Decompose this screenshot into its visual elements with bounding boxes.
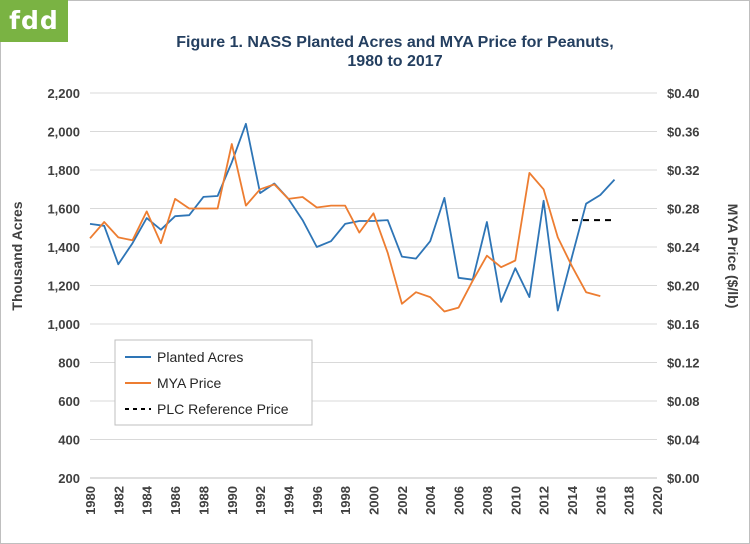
x-tick-label: 2002 bbox=[395, 486, 410, 515]
right-y-tick-label: $0.40 bbox=[667, 86, 700, 101]
x-tick-label: 1982 bbox=[111, 486, 126, 515]
x-tick-label: 1988 bbox=[196, 486, 211, 515]
right-y-tick-label: $0.16 bbox=[667, 317, 700, 332]
x-tick-label: 2020 bbox=[650, 486, 665, 515]
x-tick-label: 1996 bbox=[310, 486, 325, 515]
chart-title-line2: 1980 to 2017 bbox=[347, 53, 443, 70]
x-tick-label: 2012 bbox=[537, 486, 552, 515]
right-y-axis-label: MYA Price ($/lb) bbox=[725, 204, 741, 309]
legend-label: MYA Price bbox=[157, 375, 222, 391]
series-line-planted-acres bbox=[89, 122, 616, 312]
x-tick-label: 2004 bbox=[423, 485, 438, 515]
x-tick-label: 2016 bbox=[593, 486, 608, 515]
right-y-tick-label: $0.08 bbox=[667, 394, 700, 409]
right-y-tick-label: $0.36 bbox=[667, 125, 700, 140]
left-y-tick-label: 600 bbox=[58, 394, 80, 409]
right-y-tick-label: $0.04 bbox=[667, 433, 700, 448]
legend: Planted Acres MYA Price PLC Reference Pric… bbox=[114, 339, 313, 426]
x-tick-label: 1998 bbox=[338, 486, 353, 515]
chart-title-line1: Figure 1. NASS Planted Acres and MYA Pri… bbox=[176, 34, 614, 51]
right-y-tick-label: $0.00 bbox=[667, 471, 700, 486]
left-y-tick-label: 1,400 bbox=[47, 240, 80, 255]
left-y-tick-label: 1,000 bbox=[47, 317, 80, 332]
left-y-tick-label: 2,000 bbox=[47, 125, 80, 140]
x-tick-label: 2006 bbox=[452, 486, 467, 515]
left-y-tick-label: 1,600 bbox=[47, 202, 80, 217]
x-tick-label: 2018 bbox=[622, 486, 637, 515]
right-y-tick-label: $0.32 bbox=[667, 163, 700, 178]
x-tick-label: 1986 bbox=[168, 486, 183, 515]
x-tick-label: 2010 bbox=[508, 486, 523, 515]
right-y-tick-label: $0.28 bbox=[667, 202, 700, 217]
fdd-logo: fdd bbox=[0, 0, 68, 42]
right-y-tick-labels: $0.00 $0.04 $0.08 $0.12 $0.16 $0.20 $0.24 $0.28… bbox=[667, 86, 700, 486]
left-y-tick-label: 2,200 bbox=[47, 86, 80, 101]
left-y-tick-label: 1,200 bbox=[47, 279, 80, 294]
x-tick-labels: 1980 1982 1984 1986 1988 1990 1992 1994 1996 1998… bbox=[83, 485, 665, 515]
right-y-tick-label: $0.12 bbox=[667, 356, 700, 371]
legend-label: Planted Acres bbox=[157, 349, 243, 365]
left-y-tick-label: 400 bbox=[58, 433, 80, 448]
series-lines bbox=[89, 122, 616, 313]
x-tick-label: 2014 bbox=[565, 485, 580, 515]
left-y-tick-label: 200 bbox=[58, 471, 80, 486]
x-tick-label: 1994 bbox=[281, 485, 296, 515]
right-y-tick-label: $0.24 bbox=[667, 240, 700, 255]
left-y-tick-label: 1,800 bbox=[47, 163, 80, 178]
x-tick-label: 1980 bbox=[83, 486, 98, 515]
x-tick-label: 1992 bbox=[253, 486, 268, 515]
left-y-tick-labels: 200 400 600 800 1,000 1,200 1,400 1,600 1,800 2,0… bbox=[47, 86, 80, 486]
legend-label: PLC Reference Price bbox=[157, 401, 289, 417]
left-y-tick-label: 800 bbox=[58, 356, 80, 371]
series-line-mya-price bbox=[89, 143, 601, 313]
x-tick-label: 2000 bbox=[367, 486, 382, 515]
x-tick-label: 1984 bbox=[140, 485, 155, 515]
left-y-axis-label: Thousand Acres bbox=[9, 201, 25, 310]
x-tick-label: 2008 bbox=[480, 486, 495, 515]
right-y-tick-label: $0.20 bbox=[667, 279, 700, 294]
x-tick-label: 1990 bbox=[225, 486, 240, 515]
